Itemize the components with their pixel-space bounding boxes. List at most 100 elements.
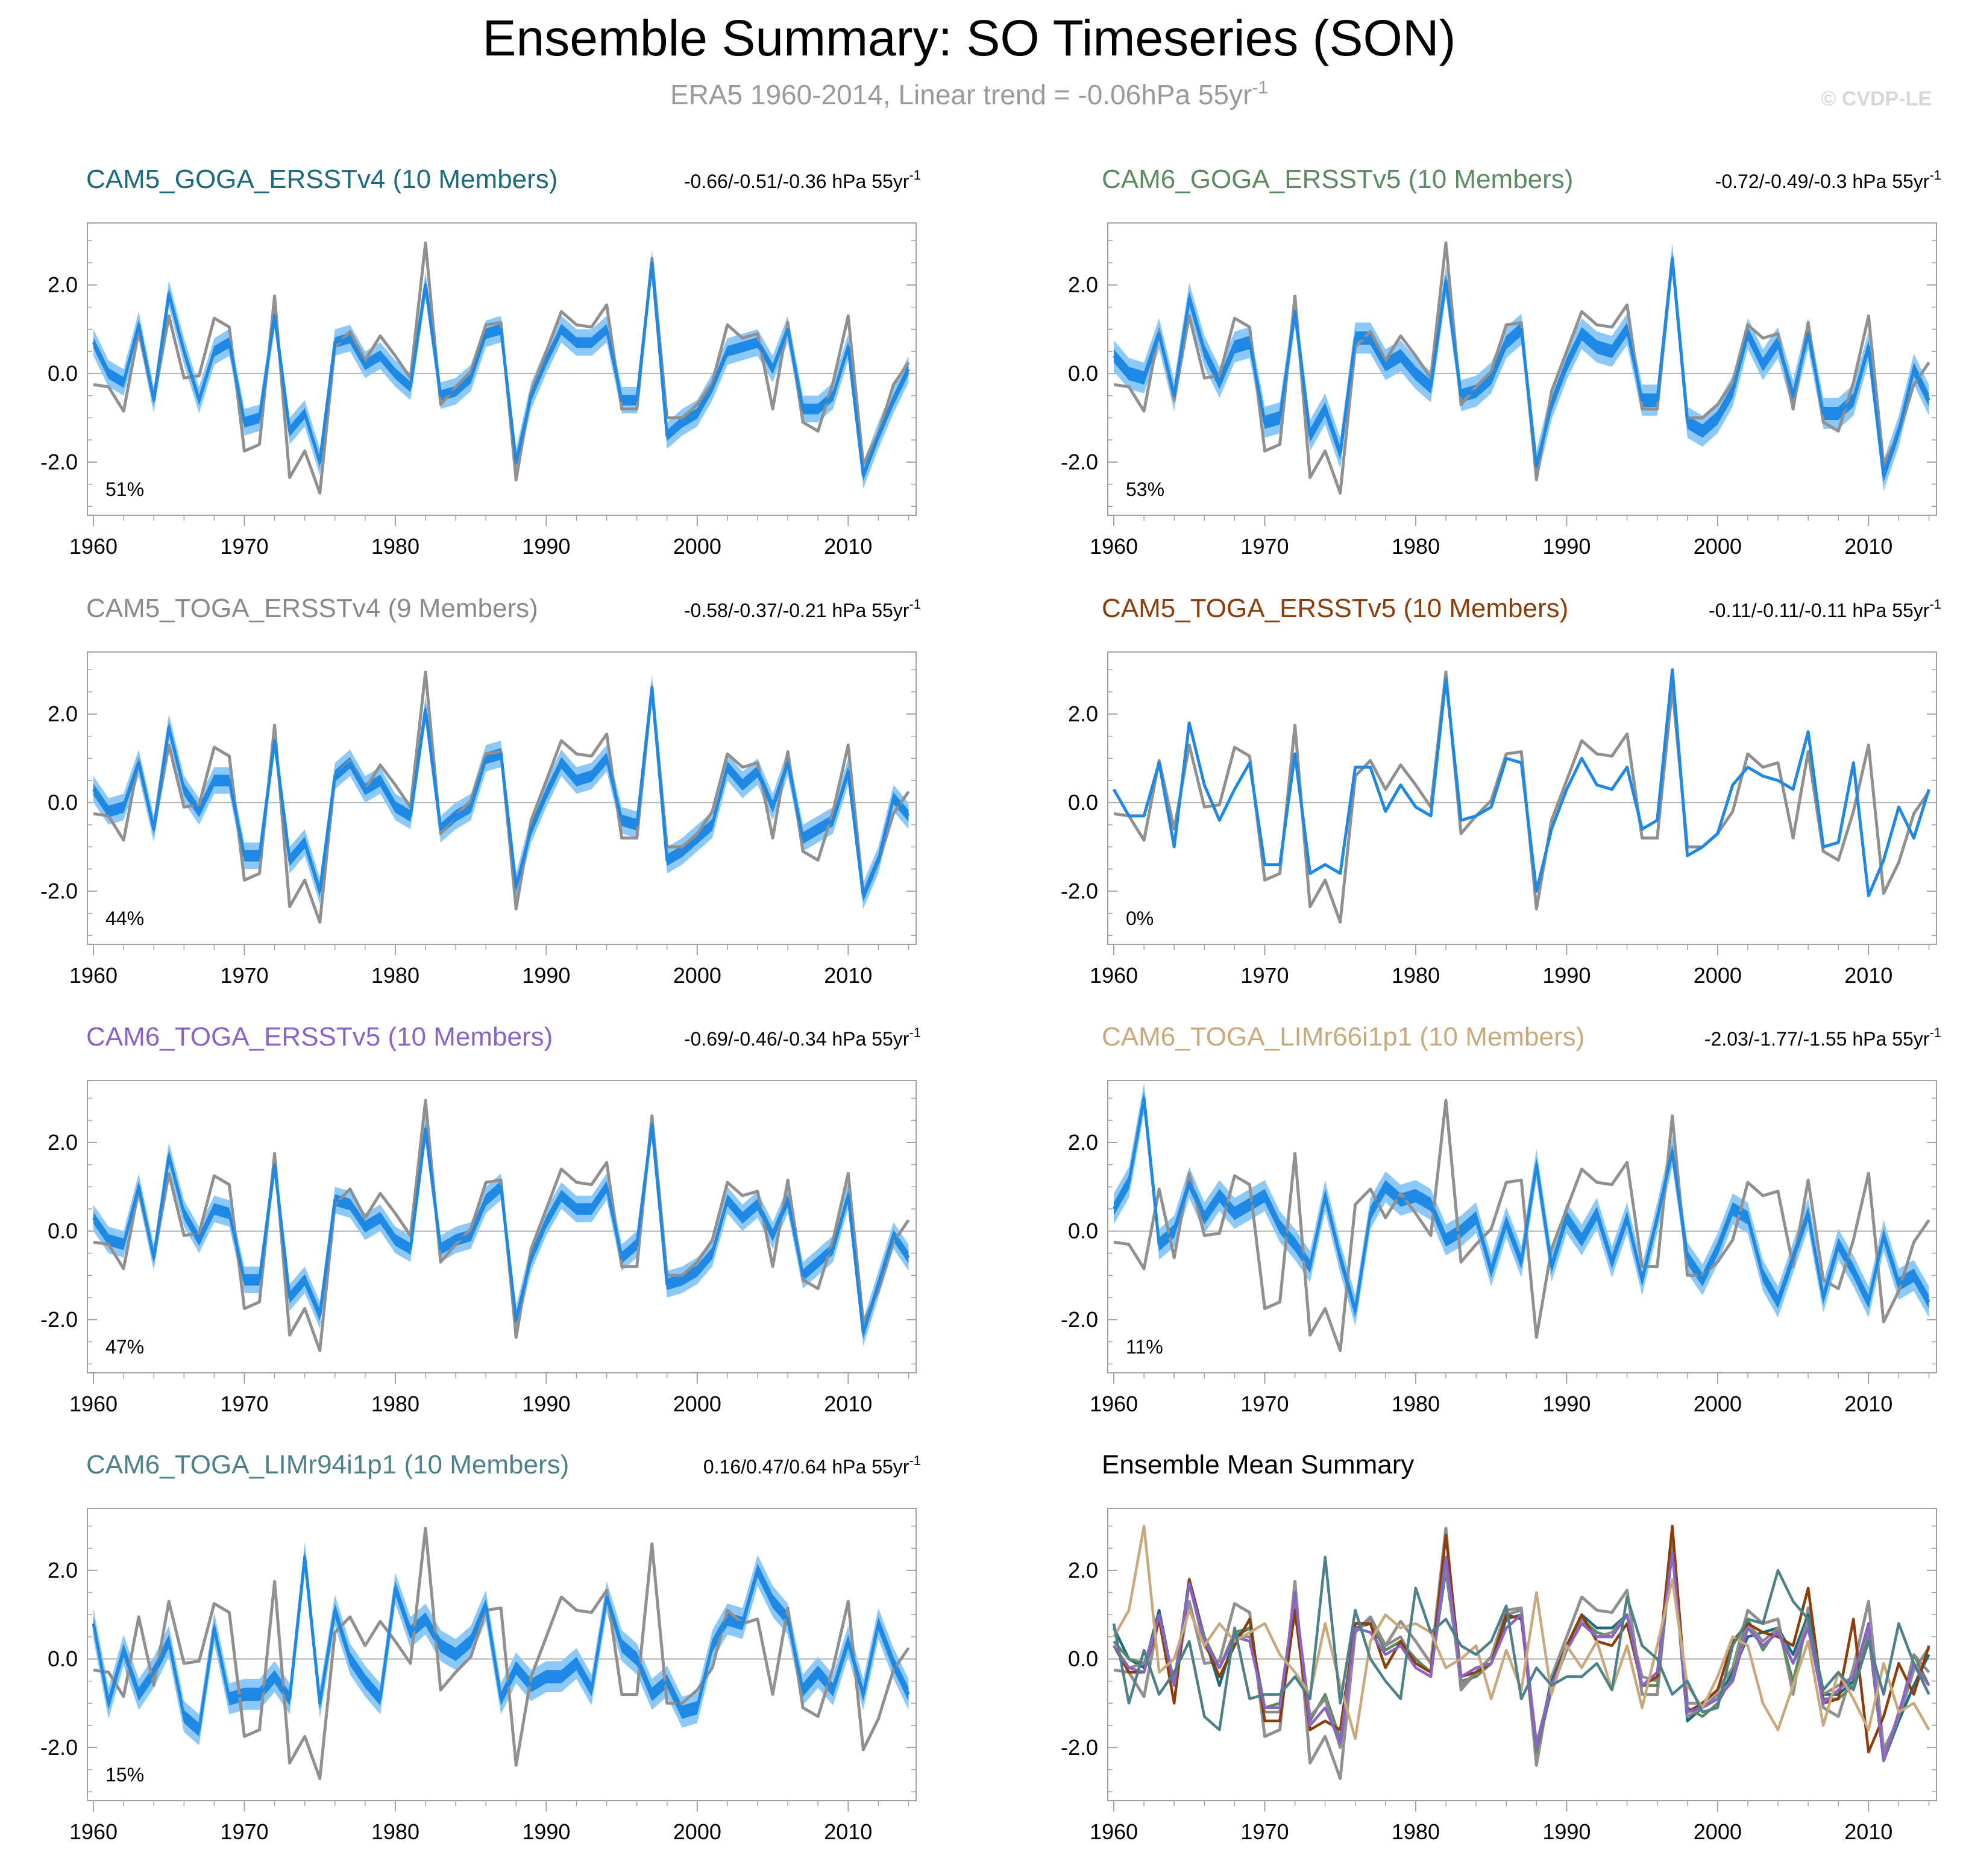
observed-line <box>1113 1099 1930 1352</box>
panel-p0: CAM5_GOGA_ERSSTv4 (10 Members) -0.66/-0.5… <box>40 165 921 559</box>
figure-subtitle-sup: -1 <box>1252 78 1268 98</box>
y-tick-label: 2.0 <box>48 1130 78 1155</box>
panel-trend-sup: -1 <box>909 1453 921 1468</box>
ensemble-range-inner <box>93 1118 909 1339</box>
x-tick-label: 2010 <box>824 534 872 559</box>
panel-trend: -0.69/-0.46/-0.34 hPa 55yr-1 <box>684 1025 921 1050</box>
panel-p6: CAM6_TOGA_LIMr94i1p1 (10 Members) 0.16/0.… <box>40 1450 921 1844</box>
observed-line <box>1113 670 1930 924</box>
x-tick-label: 1990 <box>522 1391 570 1416</box>
x-tick-label: 2010 <box>824 963 872 988</box>
x-tick-label: 1960 <box>1090 963 1138 988</box>
panel-frame <box>87 222 917 516</box>
figure-subtitle-text: ERA5 1960-2014, Linear trend = -0.06hPa … <box>670 79 1252 110</box>
ensemble-range-outer <box>93 1542 909 1746</box>
ensemble-range-outer <box>1114 243 1929 491</box>
x-tick-label: 1970 <box>1240 534 1289 559</box>
panel-frame <box>1107 222 1937 516</box>
x-tick-label: 2000 <box>1694 534 1742 559</box>
x-tick-label: 1980 <box>1392 963 1440 988</box>
y-tick-label: -2.0 <box>40 450 78 474</box>
x-tick-label: 1960 <box>1090 1391 1138 1416</box>
x-tick-label: 1980 <box>371 1819 419 1844</box>
x-tick-label: 1990 <box>522 963 570 988</box>
panel-p3: CAM5_TOGA_ERSSTv5 (10 Members) -0.11/-0.1… <box>1061 594 1941 988</box>
panel-percent: 0% <box>1126 908 1154 929</box>
y-tick-label: -2.0 <box>1061 450 1098 474</box>
x-tick-label: 1960 <box>1090 1819 1138 1844</box>
y-tick-label: -2.0 <box>40 879 78 903</box>
ensemble-range-outer <box>1114 1082 1929 1326</box>
panel-trend-sup: -1 <box>1929 1025 1941 1040</box>
ensemble-mean-line <box>1112 1096 1930 1313</box>
summary-line-cam6_goga_ersstv5 <box>1113 1542 1930 1763</box>
x-tick-label: 1970 <box>220 1391 268 1416</box>
y-tick-label: 0.0 <box>48 1219 78 1243</box>
x-tick-label: 2010 <box>824 1819 872 1844</box>
observed-line <box>1113 241 1930 495</box>
panel-title: CAM6_TOGA_ERSSTv5 (10 Members) <box>86 1022 553 1052</box>
x-tick-label: 1980 <box>1392 534 1440 559</box>
panel-frame <box>1107 1508 1937 1801</box>
panel-trend-sup: -1 <box>909 1025 921 1040</box>
x-tick-label: 1970 <box>220 1819 268 1844</box>
panel-trend-sup: -1 <box>909 168 921 183</box>
ensemble-mean-line <box>92 686 910 897</box>
x-tick-label: 1990 <box>1542 534 1591 559</box>
x-tick-label: 1970 <box>1240 1391 1289 1416</box>
panel-trend: -0.11/-0.11/-0.11 hPa 55yr-1 <box>1709 597 1941 621</box>
ensemble-mean-line <box>1113 257 1930 477</box>
summary-line-cam6_toga_ersstv5 <box>1113 1551 1930 1763</box>
y-tick-label: 2.0 <box>48 1558 78 1583</box>
panel-percent: 11% <box>1126 1336 1163 1358</box>
y-tick-label: 0.0 <box>48 1646 78 1671</box>
y-tick-label: 2.0 <box>1068 701 1098 726</box>
y-tick-label: -2.0 <box>1061 879 1098 903</box>
y-tick-label: 2.0 <box>48 272 78 297</box>
panel-trend-text: -2.03/-1.77/-1.55 hPa 55yr <box>1704 1028 1930 1050</box>
y-tick-label: 2.0 <box>48 701 78 726</box>
panel-grid: CAM5_GOGA_ERSSTv4 (10 Members) -0.66/-0.5… <box>40 165 1941 1844</box>
x-tick-label: 1980 <box>1392 1391 1440 1416</box>
x-tick-label: 1990 <box>1542 963 1591 988</box>
x-tick-label: 1980 <box>371 963 419 988</box>
y-tick-label: 0.0 <box>1068 1219 1098 1243</box>
panel-trend: -0.72/-0.49/-0.3 hPa 55yr-1 <box>1715 168 1941 192</box>
x-tick-label: 1980 <box>371 1391 419 1416</box>
y-tick-label: -2.0 <box>1061 1735 1098 1760</box>
panel-trend-text: -0.72/-0.49/-0.3 hPa 55yr <box>1715 171 1930 192</box>
ensemble-range-inner <box>93 257 909 481</box>
x-tick-label: 2000 <box>673 534 721 559</box>
panel-percent: 51% <box>105 478 144 500</box>
x-tick-label: 2000 <box>1694 963 1742 988</box>
y-tick-label: 0.0 <box>1068 361 1098 386</box>
panel-percent: 15% <box>105 1764 144 1786</box>
x-tick-label: 1960 <box>69 534 118 559</box>
panel-trend-sup: -1 <box>1929 168 1941 183</box>
panel-trend-text: -0.66/-0.51/-0.36 hPa 55yr <box>684 171 909 192</box>
y-tick-label: -2.0 <box>1061 1307 1098 1332</box>
x-tick-label: 2000 <box>673 1819 721 1844</box>
ensemble-mean-line <box>1112 668 1930 897</box>
observed-line <box>93 1526 910 1780</box>
panel-trend-text: -0.69/-0.46/-0.34 hPa 55yr <box>684 1028 909 1050</box>
x-tick-label: 1960 <box>69 1819 118 1844</box>
ensemble-range-inner <box>1114 251 1929 482</box>
panel-trend: -0.66/-0.51/-0.36 hPa 55yr-1 <box>684 168 921 192</box>
x-tick-label: 1990 <box>522 1819 570 1844</box>
observed-line <box>93 241 910 495</box>
panel-p7: Ensemble Mean Summary 2.0 0.0 -2.0 1960 1970 1… <box>1061 1450 1937 1844</box>
x-tick-label: 1980 <box>371 534 419 559</box>
panel-trend-sup: -1 <box>1929 597 1941 612</box>
x-tick-label: 1990 <box>1542 1819 1591 1844</box>
panel-p5: CAM6_TOGA_LIMr66i1p1 (10 Members) -2.03/-… <box>1061 1022 1941 1416</box>
panel-title: Ensemble Mean Summary <box>1102 1450 1414 1479</box>
x-tick-label: 1970 <box>1240 1819 1289 1844</box>
x-tick-label: 1970 <box>220 963 268 988</box>
x-tick-label: 1970 <box>1240 963 1289 988</box>
x-tick-label: 1960 <box>69 963 118 988</box>
panel-title: CAM6_GOGA_ERSSTv5 (10 Members) <box>1102 165 1573 194</box>
panel-frame <box>1107 1080 1937 1373</box>
ensemble-range-outer <box>93 674 909 909</box>
